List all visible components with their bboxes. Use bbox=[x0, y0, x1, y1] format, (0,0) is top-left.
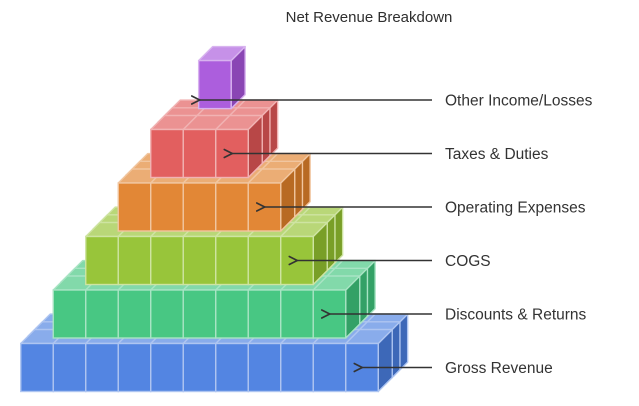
cube bbox=[215, 114, 263, 179]
cube bbox=[280, 221, 328, 286]
layer-label: Gross Revenue bbox=[445, 360, 553, 377]
layer-label: Other Income/Losses bbox=[445, 93, 593, 110]
cube-pyramid bbox=[20, 45, 409, 393]
label-group: Gross Revenue Discounts & Returns COGS Oper… bbox=[445, 93, 593, 378]
arrow-group bbox=[190, 95, 432, 373]
layer-label: COGS bbox=[445, 253, 491, 270]
layer-taxes-duties bbox=[150, 99, 279, 179]
cube bbox=[312, 275, 361, 339]
cube bbox=[345, 328, 393, 393]
layer-label: Operating Expenses bbox=[445, 200, 586, 217]
layer-label: Taxes & Duties bbox=[445, 146, 549, 163]
layer-label: Discounts & Returns bbox=[445, 307, 587, 324]
cube bbox=[247, 168, 296, 232]
diagram-title: Net Revenue Breakdown bbox=[285, 9, 453, 26]
